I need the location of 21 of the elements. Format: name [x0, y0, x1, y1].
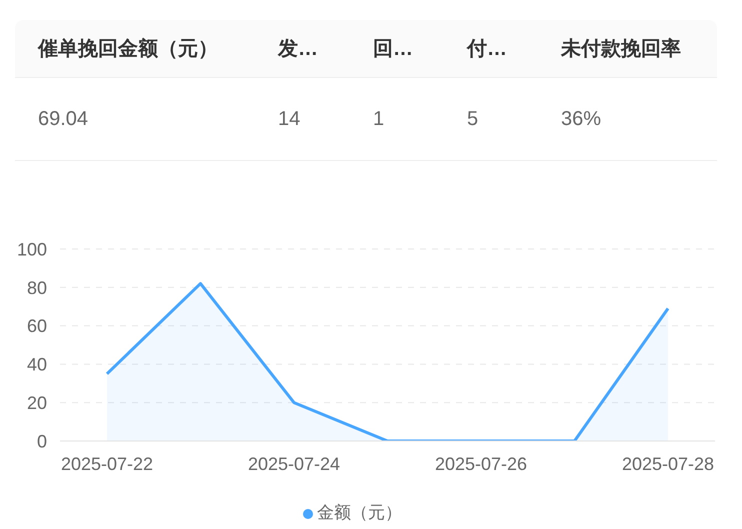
category-label: 未付款挽回率 — [561, 38, 681, 60]
category-label: 催单挽回金额（元） — [38, 38, 218, 60]
y-tick-label: 60 — [26, 316, 47, 336]
category-label: 发… — [278, 38, 318, 60]
text: 36% — [561, 108, 602, 130]
text: 14 — [278, 108, 300, 130]
text: 5 — [467, 108, 478, 130]
category-label: 付… — [467, 38, 507, 60]
y-tick-label: 20 — [26, 392, 47, 413]
y-tick-label: 100 — [16, 239, 47, 260]
legend-label: 金额（元） — [317, 503, 402, 522]
y-tick-label: 0 — [36, 431, 47, 452]
category-label: 回… — [373, 38, 413, 60]
x-tick-label: 2025-07-22 — [60, 454, 154, 474]
x-tick-label: 2025-07-28 — [622, 454, 714, 474]
y-tick-label: 80 — [26, 278, 47, 298]
x-tick-label: 2025-07-26 — [434, 454, 528, 474]
text: 1 — [373, 108, 384, 130]
x-tick-label: 2025-07-24 — [248, 454, 340, 474]
y-tick-label: 40 — [26, 354, 47, 375]
text: 69.04 — [38, 108, 88, 130]
